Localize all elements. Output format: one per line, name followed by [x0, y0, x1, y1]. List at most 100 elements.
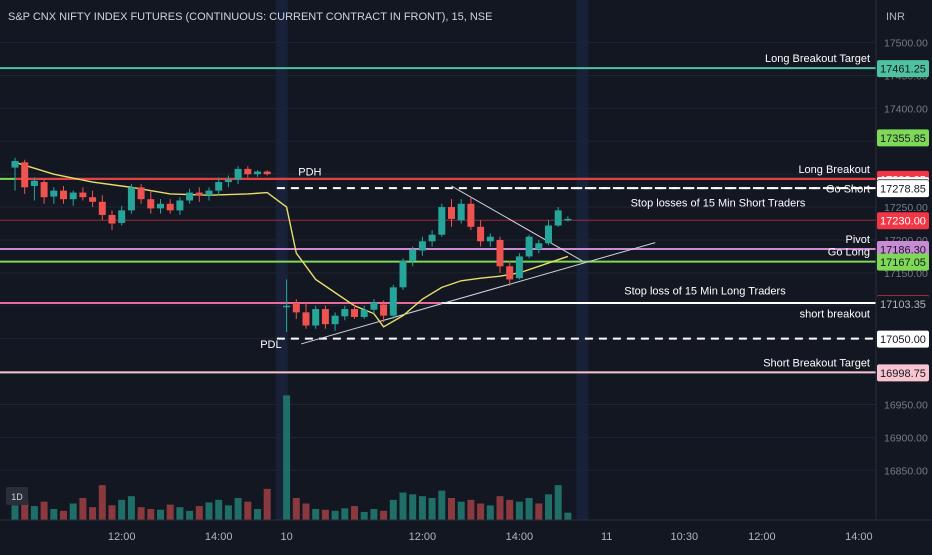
candle-body — [244, 168, 252, 175]
volume-bar — [331, 510, 339, 520]
y-tick-label: 17150.00 — [884, 268, 928, 280]
volume-bar — [321, 509, 329, 520]
annotation-text: Stop loss of 15 Min Long Traders — [624, 286, 786, 298]
candle-body — [147, 199, 155, 209]
candle-body — [389, 287, 397, 316]
candle-body — [263, 171, 271, 175]
volume-bar — [11, 505, 19, 520]
price-tag-background — [877, 212, 929, 230]
volume-bar — [30, 506, 38, 520]
volume-bar — [341, 508, 349, 520]
candle-body — [79, 192, 87, 198]
price-tag-label: 17461.25 — [880, 64, 926, 76]
y-tick-label: 17500.00 — [884, 38, 928, 50]
currency-label: INR — [886, 11, 905, 23]
candle-body — [157, 203, 164, 209]
candle-body — [370, 302, 378, 310]
volume-bar — [525, 498, 533, 520]
candle-body — [176, 200, 184, 211]
x-tick-label: 10 — [280, 531, 292, 543]
x-tick-label: 14:00 — [506, 531, 534, 543]
candle-body — [399, 261, 407, 288]
price-tag-label: 17355.85 — [880, 133, 926, 145]
volume-bar — [496, 496, 504, 520]
volume-bar — [176, 507, 184, 520]
level-label: Long Breakout — [798, 164, 870, 176]
candle-body — [535, 243, 543, 250]
price-tag-background — [877, 295, 929, 313]
candle-body — [30, 180, 38, 187]
x-tick-label: 14:00 — [845, 531, 873, 543]
level-label: Go Long — [828, 247, 870, 259]
candle-body — [477, 226, 485, 242]
price-tag-background — [877, 330, 929, 348]
volume-bar — [263, 488, 271, 520]
candle-body — [166, 203, 174, 211]
candle-body — [331, 315, 339, 325]
price-tag-background — [877, 60, 929, 78]
annotation-text: PDL — [260, 339, 281, 351]
candle-body — [127, 187, 135, 211]
volume-bar — [21, 499, 29, 520]
volume-bar — [60, 510, 67, 520]
volume-bar — [127, 496, 135, 520]
volume-bar — [157, 509, 164, 520]
volume-bar — [254, 509, 261, 520]
volume-bar — [351, 506, 358, 520]
candle-body — [254, 171, 261, 175]
volume-bar — [564, 512, 572, 520]
candle-body — [496, 239, 504, 267]
volume-bar — [40, 501, 48, 520]
candle-body — [418, 241, 426, 251]
candle-body — [438, 207, 446, 235]
volume-bar — [98, 485, 106, 520]
candle-body — [564, 218, 572, 221]
candle-body — [515, 256, 523, 279]
session-break-band — [275, 0, 288, 520]
volume-bar — [370, 509, 378, 520]
candle-body — [283, 305, 291, 308]
volume-bar — [409, 494, 417, 520]
volume-bar — [477, 503, 485, 520]
candle-body — [60, 190, 67, 200]
x-tick-label: 12:00 — [409, 531, 437, 543]
trendline — [301, 242, 656, 345]
candle-body — [467, 203, 475, 227]
volume-bar — [166, 504, 174, 520]
volume-bar — [399, 492, 407, 520]
y-tick-label: 16850.00 — [884, 465, 928, 477]
annotation-text: Go Short — [826, 183, 870, 195]
volume-bar — [118, 499, 126, 520]
annotation-text: short breakout — [800, 309, 870, 321]
volume-bar — [147, 509, 155, 520]
price-tag-background — [877, 129, 929, 147]
volume-bar — [79, 498, 87, 520]
price-tag-label: 17186.30 — [880, 244, 926, 256]
volume-bar — [234, 498, 242, 520]
candle-body — [292, 303, 300, 313]
price-tag-label: 17230.00 — [880, 216, 926, 228]
price-tag-label: 17103.35 — [880, 299, 926, 311]
candle-body — [380, 304, 388, 316]
level-label: Long Breakout Target — [765, 53, 870, 65]
price-tag-background — [877, 364, 929, 382]
volume-bar — [486, 505, 494, 520]
trendline — [451, 185, 583, 262]
volume-bar — [515, 501, 523, 520]
volume-bar — [467, 499, 475, 520]
price-tag-label: 17167.05 — [880, 257, 926, 269]
price-tag-background — [877, 180, 929, 198]
y-tick-label: 16900.00 — [884, 432, 928, 444]
candle-body — [351, 309, 358, 317]
candle-body — [11, 161, 19, 168]
price-tag-label: 16998.75 — [880, 368, 926, 380]
candle-body — [69, 192, 77, 200]
volume-bar — [69, 503, 77, 520]
x-tick-label: 10:30 — [671, 531, 699, 543]
candle-body — [21, 162, 29, 188]
volume-bar — [312, 509, 320, 520]
level-label: Short Breakout Target — [763, 357, 870, 369]
candle-body — [321, 309, 329, 325]
